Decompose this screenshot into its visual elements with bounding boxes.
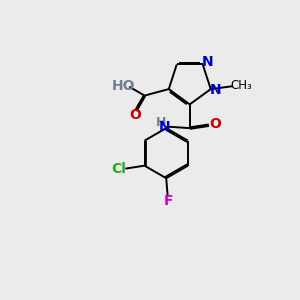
Text: N: N (210, 83, 221, 97)
Text: N: N (202, 55, 213, 69)
Text: O: O (129, 108, 141, 122)
Text: Cl: Cl (112, 162, 126, 176)
Text: F: F (164, 194, 173, 208)
Text: CH₃: CH₃ (231, 79, 253, 92)
Text: H: H (156, 116, 166, 129)
Text: O: O (209, 117, 221, 131)
Text: N: N (158, 120, 170, 134)
Text: HO: HO (112, 79, 136, 93)
